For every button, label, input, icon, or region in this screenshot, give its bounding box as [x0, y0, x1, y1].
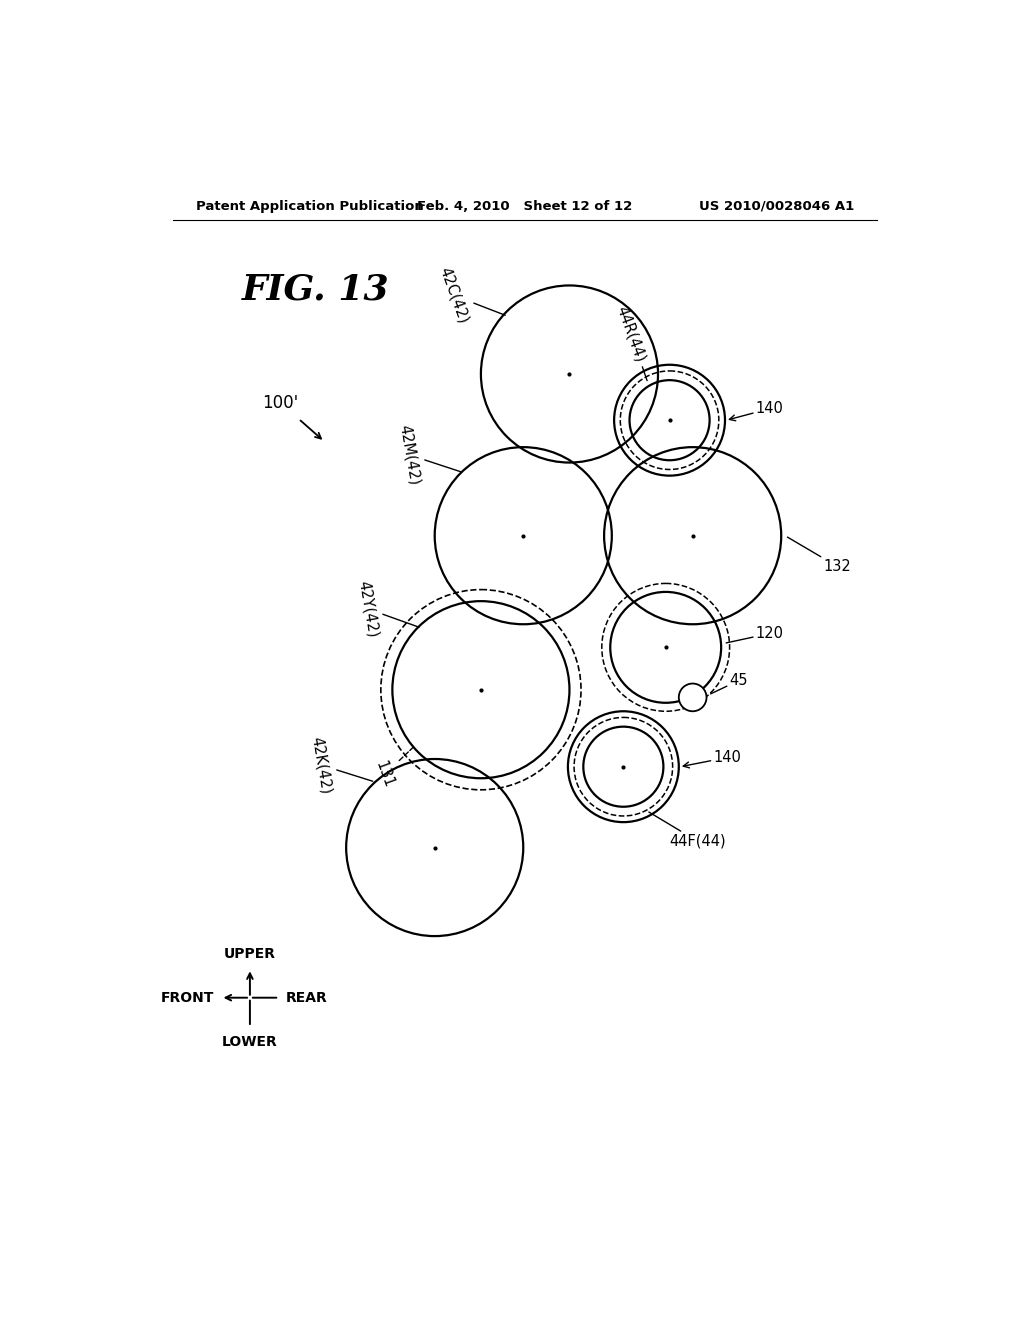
- Text: 42M(42): 42M(42): [396, 424, 461, 486]
- Text: Patent Application Publication: Patent Application Publication: [196, 199, 424, 213]
- Text: REAR: REAR: [286, 991, 327, 1005]
- Text: UPPER: UPPER: [224, 946, 275, 961]
- Text: Feb. 4, 2010   Sheet 12 of 12: Feb. 4, 2010 Sheet 12 of 12: [417, 199, 633, 213]
- Text: 132: 132: [787, 537, 851, 574]
- Text: 42Y(42): 42Y(42): [355, 579, 419, 639]
- Text: 42C(42): 42C(42): [437, 265, 505, 326]
- Text: 44R(44): 44R(44): [614, 304, 648, 380]
- Text: FRONT: FRONT: [161, 991, 214, 1005]
- Text: 131: 131: [373, 747, 414, 789]
- Text: 140: 140: [683, 750, 741, 768]
- Text: 140: 140: [729, 401, 783, 421]
- Circle shape: [679, 684, 707, 711]
- Text: 120: 120: [726, 626, 783, 643]
- Text: US 2010/0028046 A1: US 2010/0028046 A1: [699, 199, 854, 213]
- Text: 42K(42): 42K(42): [309, 735, 373, 795]
- Text: FIG. 13: FIG. 13: [243, 272, 390, 306]
- Text: 100': 100': [262, 395, 299, 412]
- Text: 44F(44): 44F(44): [649, 812, 726, 849]
- Text: LOWER: LOWER: [222, 1035, 278, 1048]
- Text: 45: 45: [711, 673, 749, 694]
